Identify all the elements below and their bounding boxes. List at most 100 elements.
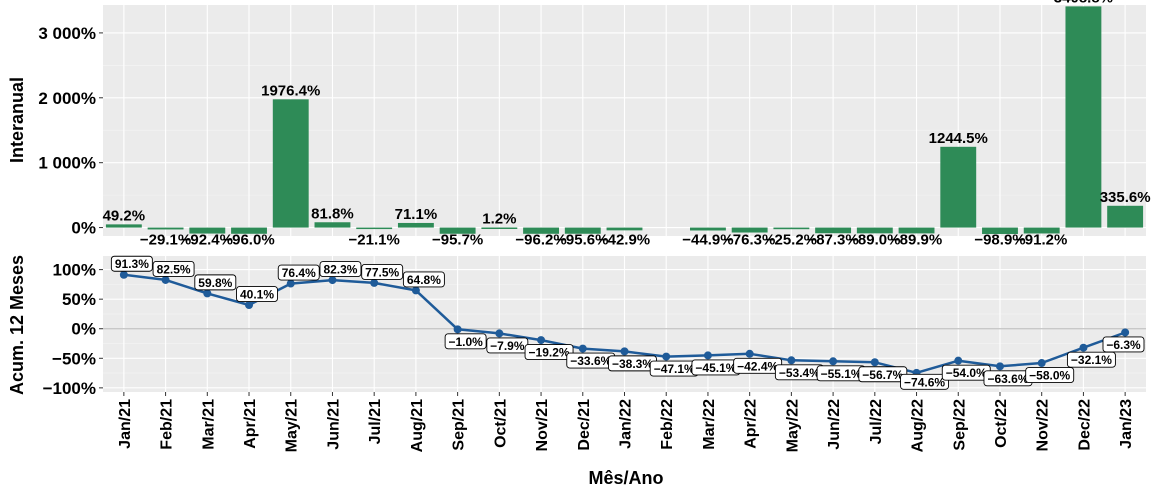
point-label-text: 76.4% [282, 266, 316, 280]
top-panel: 0%1 000%2 000%3 000%49.2%−29.1%−92.4%−96… [38, 0, 1150, 249]
bar-label: 81.8% [311, 205, 354, 222]
point-label: 76.4% [277, 264, 320, 281]
x-tick-label: Aug/21 [409, 399, 426, 452]
bar-label: −89.9% [891, 232, 942, 249]
point-label: −74.6% [900, 373, 949, 390]
bar-Jun/21 [314, 222, 351, 228]
bar-label: −98.9% [974, 232, 1025, 249]
point-labels: 91.3% 82.5% 59.8% 40.1% 76.4% 82.3% 77.5% 64.8%… [110, 255, 1145, 390]
bottom-y-axis-title: Acum. 12 Meses [7, 255, 27, 395]
x-tick-label: Apr/22 [743, 399, 760, 449]
point-label-text: −54.0% [946, 366, 987, 380]
point-Oct/21 [495, 329, 504, 338]
point-Mar/21 [203, 289, 212, 298]
top-y-tick-label: 1 000% [38, 154, 96, 173]
point-label-text: −55.1% [821, 367, 862, 381]
top-y-tick-label: 3 000% [38, 24, 96, 43]
point-Feb/21 [161, 275, 170, 284]
point-label: −47.1% [649, 360, 699, 377]
point-label-text: 91.3% [115, 257, 149, 271]
x-axis: Jan/21 Feb/21 Mar/21 Apr/21 May/21 Jun/21 Jul/… [117, 392, 1135, 452]
bottom-y-tick-label: 50% [62, 290, 96, 309]
point-label: −33.6% [566, 352, 616, 369]
bar-label: 71.1% [395, 206, 438, 223]
x-tick-label: Dec/21 [576, 399, 593, 451]
bar-label: 49.2% [103, 207, 146, 224]
bar-Oct/22 [982, 227, 1018, 234]
point-label: −45.1% [691, 359, 741, 376]
point-label-text: −19.2% [529, 346, 570, 360]
point-label-text: −33.6% [570, 354, 611, 368]
point-label-text: 82.5% [157, 262, 191, 276]
x-tick-label: Jan/21 [117, 399, 134, 449]
point-label: 91.3% [110, 255, 153, 272]
point-Jul/21 [370, 278, 379, 287]
bar-May/21 [272, 99, 309, 228]
point-label-text: −47.1% [654, 362, 695, 376]
point-label: −6.3% [1102, 336, 1145, 353]
bar-label: −25.2% [766, 232, 817, 249]
bar-label: −95.6% [557, 232, 608, 249]
point-Jan/22 [620, 347, 629, 356]
x-tick-label: Feb/22 [659, 399, 676, 450]
bar-Apr/22 [731, 227, 768, 233]
x-tick-label: Sep/21 [451, 399, 468, 451]
point-label-text: −74.6% [904, 375, 945, 389]
point-Mar/22 [703, 351, 712, 360]
bar-Aug/22 [898, 227, 935, 234]
point-Jan/23 [1121, 328, 1130, 337]
point-label: −54.0% [941, 364, 991, 381]
point-label: 40.1% [236, 286, 278, 302]
bar-label: 1.2% [482, 210, 516, 227]
point-Dec/21 [578, 344, 587, 353]
top-y-axis-title: Interanual [7, 77, 27, 163]
bar-Apr/21 [231, 227, 267, 234]
point-Jun/22 [829, 357, 838, 366]
x-tick-label: Jul/21 [367, 399, 384, 444]
bar-Feb/21 [147, 227, 184, 230]
point-label-box [900, 373, 949, 390]
bar-Sep/22 [940, 146, 977, 228]
point-Jan/21 [119, 270, 128, 279]
bar-Dec/21 [564, 227, 601, 234]
point-label-box [402, 271, 445, 288]
x-tick-label: Jun/21 [326, 399, 343, 450]
point-label: −56.7% [858, 366, 908, 383]
bar-label: −29.1% [140, 232, 191, 249]
point-label-box [1025, 367, 1075, 383]
point-Sep/22 [954, 356, 963, 365]
x-tick-label: Oct/22 [993, 399, 1010, 448]
bar-label: −44.9% [682, 232, 733, 249]
point-label: 77.5% [361, 263, 404, 280]
bar-label: −76.3% [724, 232, 775, 249]
bar-label: 1244.5% [929, 130, 988, 147]
point-Jun/21 [328, 276, 337, 285]
point-label-box [236, 286, 278, 302]
bar-Jan/22 [606, 227, 643, 231]
top-y-tick-label: 0% [71, 219, 96, 238]
bar-Nov/21 [523, 227, 559, 234]
point-Jul/22 [870, 358, 879, 367]
point-label-box [1102, 336, 1145, 353]
bar-Mar/22 [690, 227, 726, 231]
point-Sep/21 [453, 325, 462, 334]
bar-label: −87.3% [807, 232, 858, 249]
point-label-text: 40.1% [240, 288, 274, 302]
bar-label: −92.4% [182, 232, 233, 249]
x-tick-label: Jul/22 [868, 399, 885, 444]
point-label: −1.0% [444, 333, 487, 350]
bar-label: −91.2% [1016, 232, 1067, 249]
point-label: 64.8% [402, 271, 445, 288]
bar-Nov/22 [1023, 227, 1060, 234]
point-label: 59.8% [194, 274, 237, 291]
point-Apr/21 [245, 301, 254, 310]
point-Feb/22 [662, 352, 671, 361]
bar-label: −96.2% [515, 232, 566, 249]
point-Dec/22 [1079, 343, 1088, 352]
x-tick-label: Sep/22 [951, 399, 968, 451]
bar-label: −95.7% [432, 232, 483, 249]
point-May/22 [787, 356, 796, 365]
point-Aug/21 [411, 286, 420, 295]
point-Oct/22 [995, 362, 1004, 371]
